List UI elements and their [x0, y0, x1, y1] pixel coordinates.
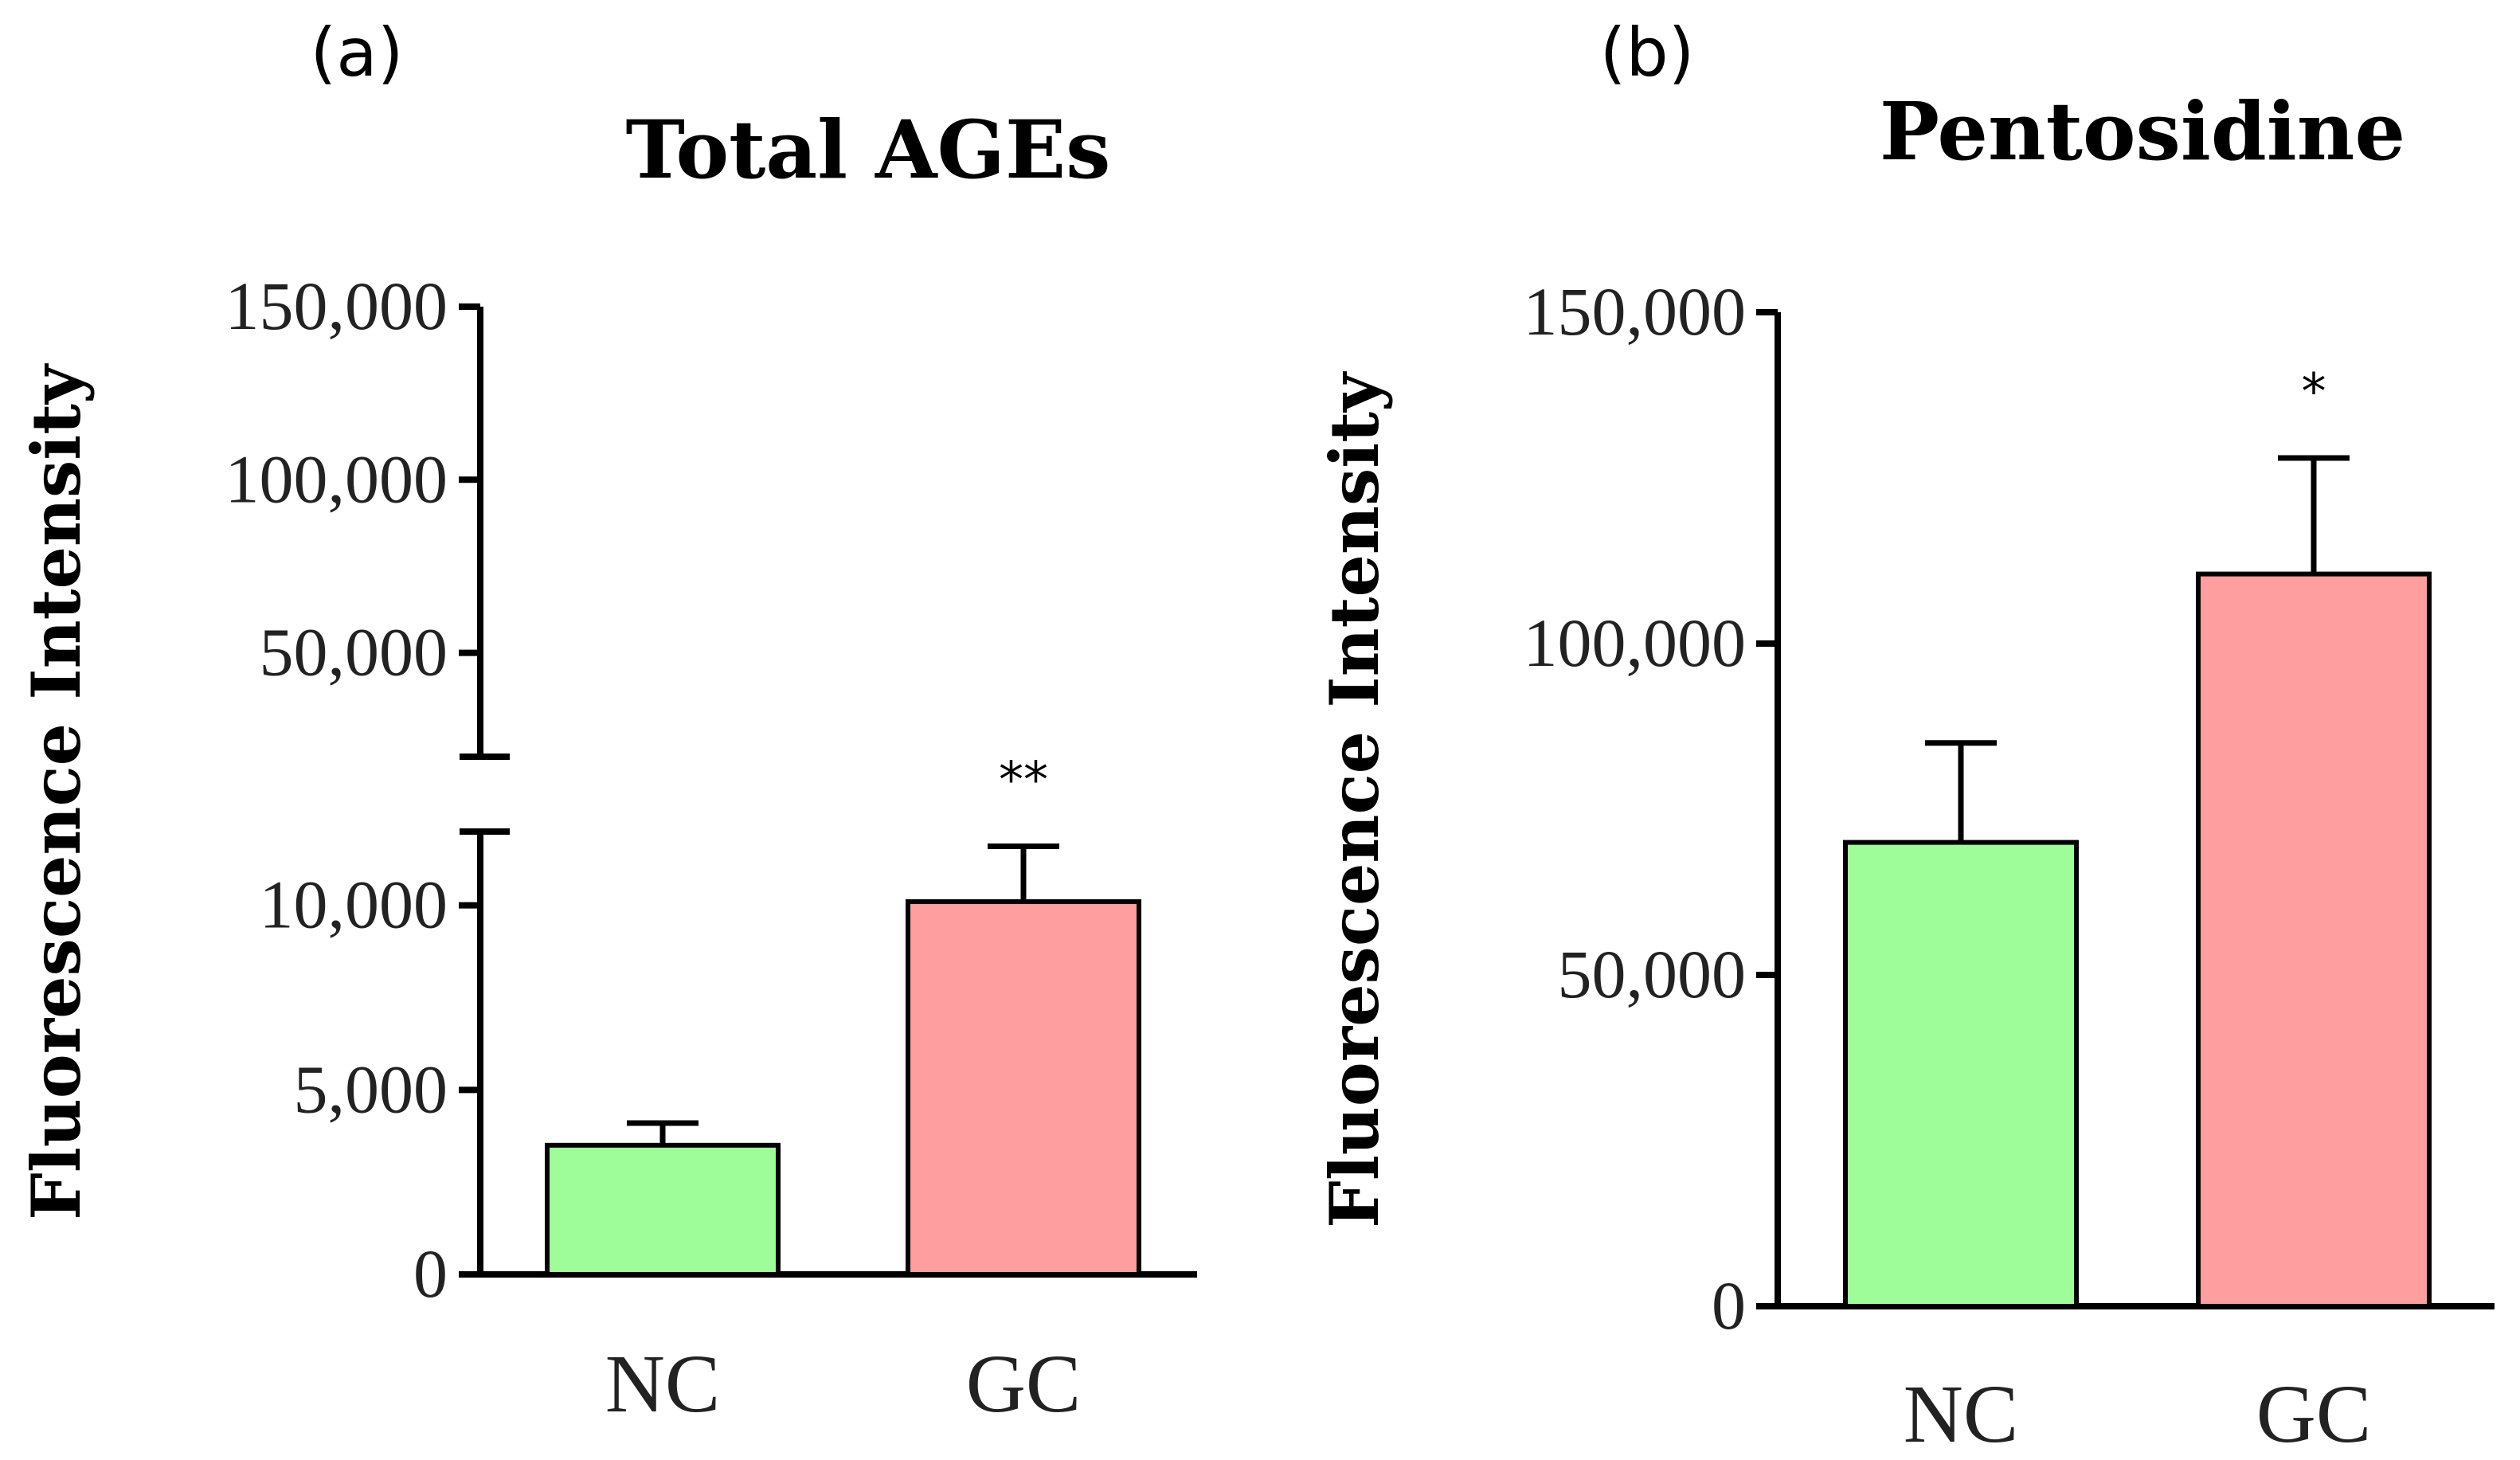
chart-a-tick-label-10000: 10,000 [260, 867, 448, 943]
chart-b-tick-label-50000: 50,000 [1558, 936, 1747, 1012]
chart-a-tick-label-50000: 50,000 [260, 614, 448, 691]
chart-a-bar-nc [545, 1142, 781, 1278]
chart-b-significance-gc: * [2302, 362, 2326, 421]
chart-b-tick-label-100000: 100,000 [1524, 605, 1747, 681]
chart-b-category-gc: GC [2256, 1368, 2371, 1460]
chart-a-category-gc: GC [966, 1338, 1081, 1430]
chart-b-category-nc: NC [1904, 1368, 2018, 1460]
chart-a-tick-label-0: 0 [413, 1235, 448, 1312]
chart-a-bar-gc [906, 899, 1141, 1277]
chart-a-title: Total AGEs [626, 103, 1111, 197]
chart-b-bar-nc [1843, 840, 2079, 1309]
chart-b-errorbar-gc [2278, 455, 2350, 574]
chart-a-y-tick-labels: 0 5,000 10,000 50,000 100,000 150,000 [225, 268, 448, 1312]
chart-a-category-nc: NC [605, 1338, 720, 1430]
chart-b-tick-label-150000: 150,000 [1524, 273, 1747, 350]
chart-b-tick-label-0: 0 [1712, 1267, 1746, 1344]
panel-a-total-ages: (a) Total AGEs Fluorescence Intensity 0 … [17, 14, 1197, 1430]
chart-a-tick-label-150000: 150,000 [225, 268, 448, 344]
chart-a-significance-gc: ** [999, 751, 1048, 809]
chart-b-y-tick-labels: 0 50,000 100,000 150,000 [1524, 273, 1747, 1344]
panel-b-pentosidine: (b) Pentosidine Fluorescence Intensity 0… [1315, 14, 2495, 1460]
chart-a-errorbar-nc [627, 1120, 698, 1145]
chart-a-tick-label-5000: 5,000 [294, 1051, 448, 1127]
chart-a-y-ticks [459, 303, 480, 1278]
chart-b-title: Pentosidine [1880, 84, 2405, 178]
chart-a-tick-label-100000: 100,000 [225, 440, 448, 517]
chart-b-bar-gc [2196, 571, 2432, 1309]
chart-b-y-ticks [1756, 309, 1778, 1309]
panel-b-label: (b) [1600, 14, 1695, 92]
chart-b-ylabel: Fluorescence Intensity [1315, 371, 1394, 1228]
chart-b-errorbar-nc [1925, 740, 1997, 843]
chart-a-errorbar-gc [988, 844, 1059, 902]
panel-a-label: (a) [310, 14, 403, 92]
chart-a-ylabel: Fluorescence Intensity [17, 363, 96, 1220]
